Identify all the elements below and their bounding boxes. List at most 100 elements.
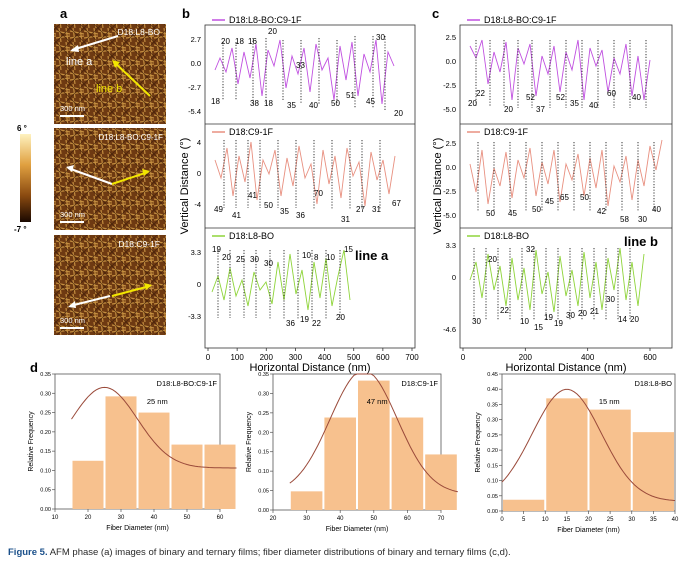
y-tick-label: 0.15 [258,450,269,456]
profile-annotation: 35 [287,101,296,110]
arrowhead-icon [70,45,79,52]
panel-c-profiles: D18:L8-BO:C9-1F D18:C9-1F D18:L8-BO line… [432,15,673,374]
y-tick-label: 0.20 [258,430,269,436]
profile-annotation: 20 [504,105,513,114]
profile-annotation: 20 [468,99,477,108]
profile-annotation: 15 [344,245,353,254]
x-tick-label: 5 [522,517,526,523]
profile-annotation: 31 [341,215,350,224]
profile-annotation: 30 [376,33,385,42]
y-tick: 3.3 [191,248,201,257]
x-tick-label: 20 [85,515,92,521]
profile-annotation: 37 [536,105,545,114]
x-tick-label: 200 [519,353,533,362]
histogram-bar [589,409,631,511]
profile-annotation: 52 [556,93,565,102]
y-tick-label: 0.05 [40,488,51,494]
y-tick: 2.5 [446,33,456,42]
x-tick-label: 20 [585,517,592,523]
profile-annotation: 14 [618,315,627,324]
x-tick-label: 30 [118,515,125,521]
profile-annotation: 35 [280,207,289,216]
y-tick-label: 0.40 [487,387,498,393]
profile-annotation: 45 [366,97,375,106]
y-tick-label: 0.20 [40,430,51,436]
histogram-bar [204,444,236,509]
y-tick: -4.6 [443,325,456,334]
profile-annotation: 51 [346,91,355,100]
x-tick-label: 0 [461,353,466,362]
y-tick: -4 [194,200,201,209]
panel-letter-a: a [60,6,68,21]
line-a-arrow [69,295,111,307]
profile-annotation: 36 [296,211,305,220]
y-tick: -5.4 [188,107,201,116]
mean-diameter-label: 47 nm [367,397,388,406]
afm-image-1: D18:L8-BO line a line b 300 nm [54,24,166,124]
y-tick: 0 [452,273,456,282]
gaussian-fit-curve [71,386,237,469]
profile-annotation: 18 [264,99,273,108]
x-tick-label: 60 [404,516,411,522]
profile-trace [214,141,396,207]
y-tick-label: 0.00 [487,509,498,515]
profile-annotation: 35 [570,99,579,108]
y-tick: 0 [197,169,201,178]
x-tick-label: 70 [438,516,445,522]
x-axis-title: Horizontal Distance (nm) [249,362,370,374]
y-tick-label: 0.25 [258,411,269,417]
profile-annotation: 19 [212,245,221,254]
profile-annotation: 20 [336,313,345,322]
profile-annotation: 15 [534,323,543,332]
histogram-title: D18:L8-BO:C9-1F [157,379,218,388]
profile-annotation: 10 [302,251,311,260]
profile-trace [469,39,651,101]
profile-annotation: 19 [300,315,309,324]
y-tick-label: 0.20 [487,448,498,454]
y-tick: -2.7 [188,83,201,92]
profile-annotation: 38 [250,99,259,108]
legend-label: D18:L8-BO [484,231,529,241]
panel-letter-c: c [432,6,439,21]
arrowhead-icon [66,165,74,172]
y-tick-label: 0.35 [258,372,269,378]
profile-annotation: 20 [488,255,497,264]
histogram-bar [324,417,356,510]
profile-annotation: 18 [235,37,244,46]
y-tick-label: 0.25 [40,411,51,417]
caption-text: AFM phase (a) images of binary and terna… [49,547,511,558]
y-tick: 0.0 [191,59,201,68]
line-b-arrow [111,171,149,185]
profile-annotation: 10 [326,253,335,262]
x-axis-title: Fiber Diameter (nm) [106,525,169,532]
profile-annotation: 50 [580,193,589,202]
x-tick-label: 700 [405,353,419,362]
afm-label: D18:L8-BO [117,27,160,37]
profile-annotation: 58 [620,215,629,224]
x-tick-label: 50 [184,515,191,521]
y-axis-title: Relative Frequency [475,412,482,473]
profile-annotation: 67 [392,199,401,208]
profile-annotation: 20 [222,253,231,262]
profile-annotation: 20 [630,315,639,324]
profile-trace [214,39,395,105]
histogram-bar [391,417,424,510]
afm-label: D18:L8-BO:C9-1F [99,133,164,142]
x-tick-label: 600 [376,353,390,362]
profile-annotation: 30 [606,295,615,304]
x-tick-label: 35 [650,517,657,523]
x-tick-label: 25 [607,517,614,523]
y-axis-title: Relative Frequency [28,411,35,472]
x-tick-label: 15 [564,517,571,523]
profile-annotation: 70 [314,189,323,198]
profile-annotation: 16 [248,37,257,46]
profile-annotation: 22 [476,89,485,98]
histogram-l8-bo: 0 5 10 15 20 25 30 35 40 0.00 0.05 0.10 0.15 0.20 0.25… [475,372,679,534]
legend-label: D18:L8-BO:C9-1F [229,15,302,25]
colorbar-min: -7 ° [14,225,27,234]
profile-annotation: 10 [520,317,529,326]
y-tick-label: 0.10 [258,469,269,475]
profile-frame [459,24,673,349]
y-tick: 0.0 [446,163,456,172]
